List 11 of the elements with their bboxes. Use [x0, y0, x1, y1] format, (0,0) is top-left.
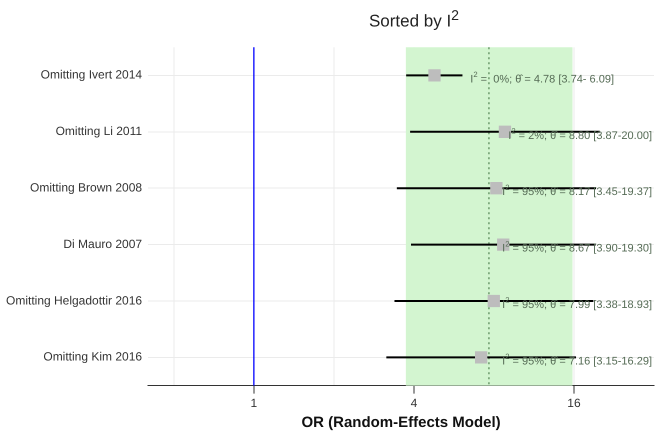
x-tick-label: 1: [250, 396, 258, 410]
y-tick-label: Omitting Ivert 2014: [40, 68, 142, 82]
x-tick-label: 16: [567, 396, 581, 410]
y-tick-label: Omitting Kim 2016: [43, 350, 142, 364]
y-tick-label: Di Mauro 2007: [63, 236, 142, 251]
x-tick-label: 4: [410, 396, 418, 410]
y-tick-label: Omitting Helgadottir 2016: [6, 293, 142, 308]
y-tick-label: Omitting Li 2011: [56, 124, 142, 138]
x-axis-title: OR (Random-Effects Model): [301, 414, 501, 432]
chart-title: Sorted by I$^{2}$: [368, 8, 460, 32]
y-tick-label: Omitting Brown 2008: [30, 180, 142, 195]
